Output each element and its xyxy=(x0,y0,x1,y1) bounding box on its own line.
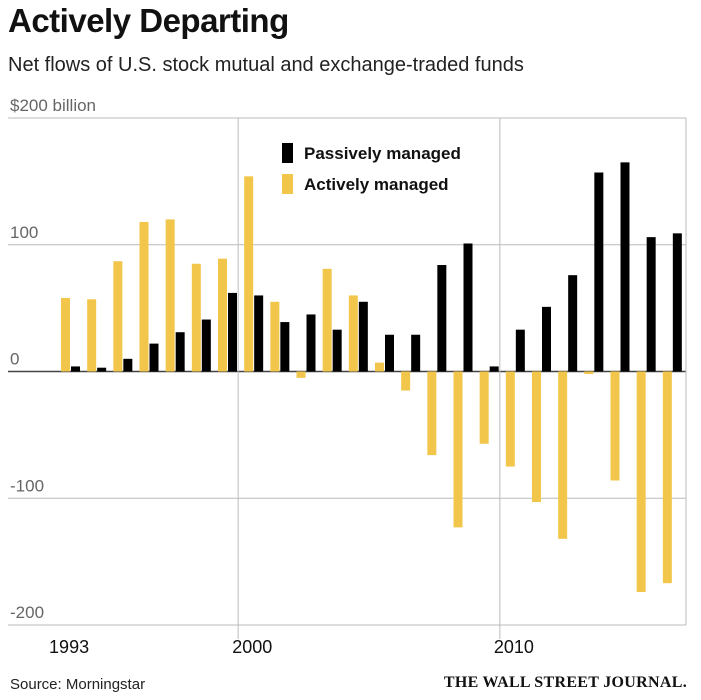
active-bar xyxy=(165,219,175,372)
passive-bar xyxy=(411,334,421,372)
chart-subtitle: Net flows of U.S. stock mutual and excha… xyxy=(8,54,524,76)
passive-bar xyxy=(254,295,264,372)
y-tick-label: -100 xyxy=(10,476,44,495)
axis-label-layer: $200 billion 100 0 -100 -200 1993 2000 2010 xyxy=(10,96,534,657)
active-bar xyxy=(427,371,437,456)
passive-bar xyxy=(358,301,368,372)
active-bar xyxy=(296,371,306,378)
active-bar xyxy=(453,371,463,528)
passive-bar xyxy=(463,243,473,372)
active-bar xyxy=(479,371,489,444)
passive-bar xyxy=(515,329,525,372)
x-tick-label: 2010 xyxy=(494,637,534,657)
passive-bar xyxy=(332,329,342,372)
passive-bar xyxy=(306,314,316,372)
passive-bar xyxy=(97,367,107,372)
active-bar xyxy=(584,371,594,375)
active-bar xyxy=(375,362,384,372)
passive-bar xyxy=(489,366,499,372)
active-bar xyxy=(139,221,149,372)
legend-label: Passively managed xyxy=(304,144,461,163)
active-bar xyxy=(505,371,515,467)
active-bar xyxy=(401,371,411,391)
passive-bar xyxy=(201,319,211,372)
active-bar xyxy=(662,371,672,584)
passive-bar xyxy=(149,343,159,372)
y-tick-label: -200 xyxy=(10,603,44,622)
publisher-logo: THE WALL STREET JOURNAL. xyxy=(443,674,687,691)
passive-bar xyxy=(594,172,604,372)
legend-swatch-passive xyxy=(282,143,293,163)
passive-bar xyxy=(280,322,290,372)
passive-bar xyxy=(437,265,447,372)
y-tick-label: $200 billion xyxy=(10,96,96,115)
bar-layer xyxy=(61,162,682,593)
passive-bar xyxy=(228,292,237,372)
source-note: Source: Morningstar xyxy=(10,676,146,693)
passive-bar xyxy=(175,332,185,372)
active-bar xyxy=(191,263,201,372)
active-bar xyxy=(244,176,254,372)
active-bar xyxy=(636,371,646,593)
active-bar xyxy=(87,299,97,372)
grid-layer xyxy=(8,117,687,639)
active-bar xyxy=(610,371,620,481)
active-bar xyxy=(61,297,70,372)
legend-label: Actively managed xyxy=(304,175,449,194)
passive-bar xyxy=(71,366,80,372)
x-tick-label: 2000 xyxy=(232,637,272,657)
active-bar xyxy=(532,371,541,503)
passive-bar xyxy=(385,334,394,372)
active-bar xyxy=(113,261,123,372)
passive-bar xyxy=(123,358,133,372)
passive-bar xyxy=(620,162,630,372)
active-bar xyxy=(348,295,358,372)
passive-bar xyxy=(568,275,578,372)
y-tick-label: 100 xyxy=(10,223,38,242)
active-bar xyxy=(558,371,568,539)
legend-swatch-active xyxy=(282,174,293,194)
passive-bar xyxy=(646,237,656,372)
y-tick-label: 0 xyxy=(10,350,19,369)
active-bar xyxy=(218,258,227,372)
active-bar xyxy=(322,268,332,372)
legend: Passively managed Actively managed xyxy=(282,143,461,194)
x-tick-label: 1993 xyxy=(49,637,89,657)
active-bar xyxy=(270,301,280,372)
chart-title: Actively Departing xyxy=(8,2,289,39)
passive-bar xyxy=(542,306,551,372)
passive-bar xyxy=(672,233,682,372)
